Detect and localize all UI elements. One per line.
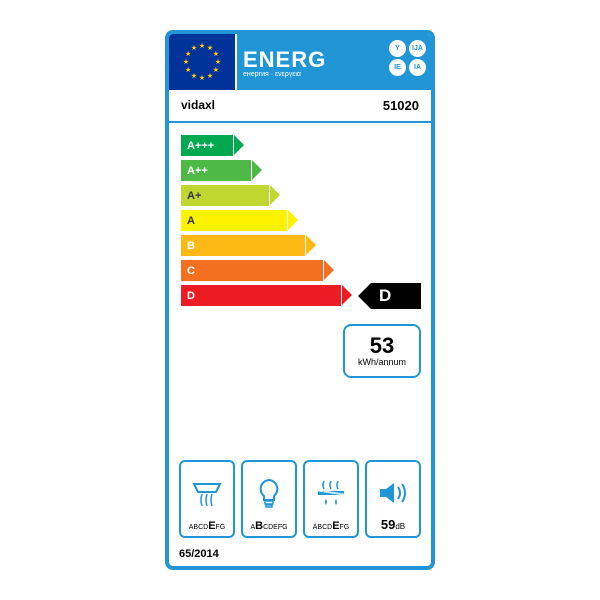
- noise-value: 59dB: [381, 517, 405, 532]
- brand: vidaxl: [181, 98, 215, 113]
- speaker-icon: [369, 468, 417, 517]
- eu-flag: ★★★★★★★★★★★★: [169, 34, 237, 90]
- model: 51020: [383, 98, 419, 113]
- consumption-box: 53 kWh/annum: [343, 324, 421, 378]
- consumption-unit: kWh/annum: [358, 357, 406, 367]
- consumption-value: 53: [370, 335, 394, 357]
- sub-rating-row: ABCDEFG ABCDEFG: [179, 460, 421, 538]
- regulation: 65/2014: [179, 548, 219, 560]
- lang-circles: YIJAIEIA: [389, 40, 427, 76]
- energy-label: ★★★★★★★★★★★★ ENERG енергия · ενεργεια YI…: [165, 30, 435, 570]
- supplier-row: vidaxl 51020: [169, 90, 431, 123]
- rating-arrow: D: [371, 283, 421, 309]
- lighting-box: ABCDEFG: [241, 460, 297, 538]
- grease-icon: [307, 468, 355, 520]
- header: ★★★★★★★★★★★★ ENERG енергия · ενεργεια YI…: [169, 34, 431, 90]
- grease-box: ABCDEFG: [303, 460, 359, 538]
- title-block: ENERG енергия · ενεργεια YIJAIEIA: [237, 34, 431, 90]
- fume-icon: [183, 468, 231, 520]
- bulb-icon: [245, 468, 293, 520]
- noise-box: 59dB: [365, 460, 421, 538]
- grease-rating: ABCDEFG: [313, 520, 350, 532]
- rating-letter: D: [379, 286, 391, 306]
- fume-rating: ABCDEFG: [189, 520, 226, 532]
- lighting-rating: ABCDEFG: [250, 520, 287, 532]
- fume-box: ABCDEFG: [179, 460, 235, 538]
